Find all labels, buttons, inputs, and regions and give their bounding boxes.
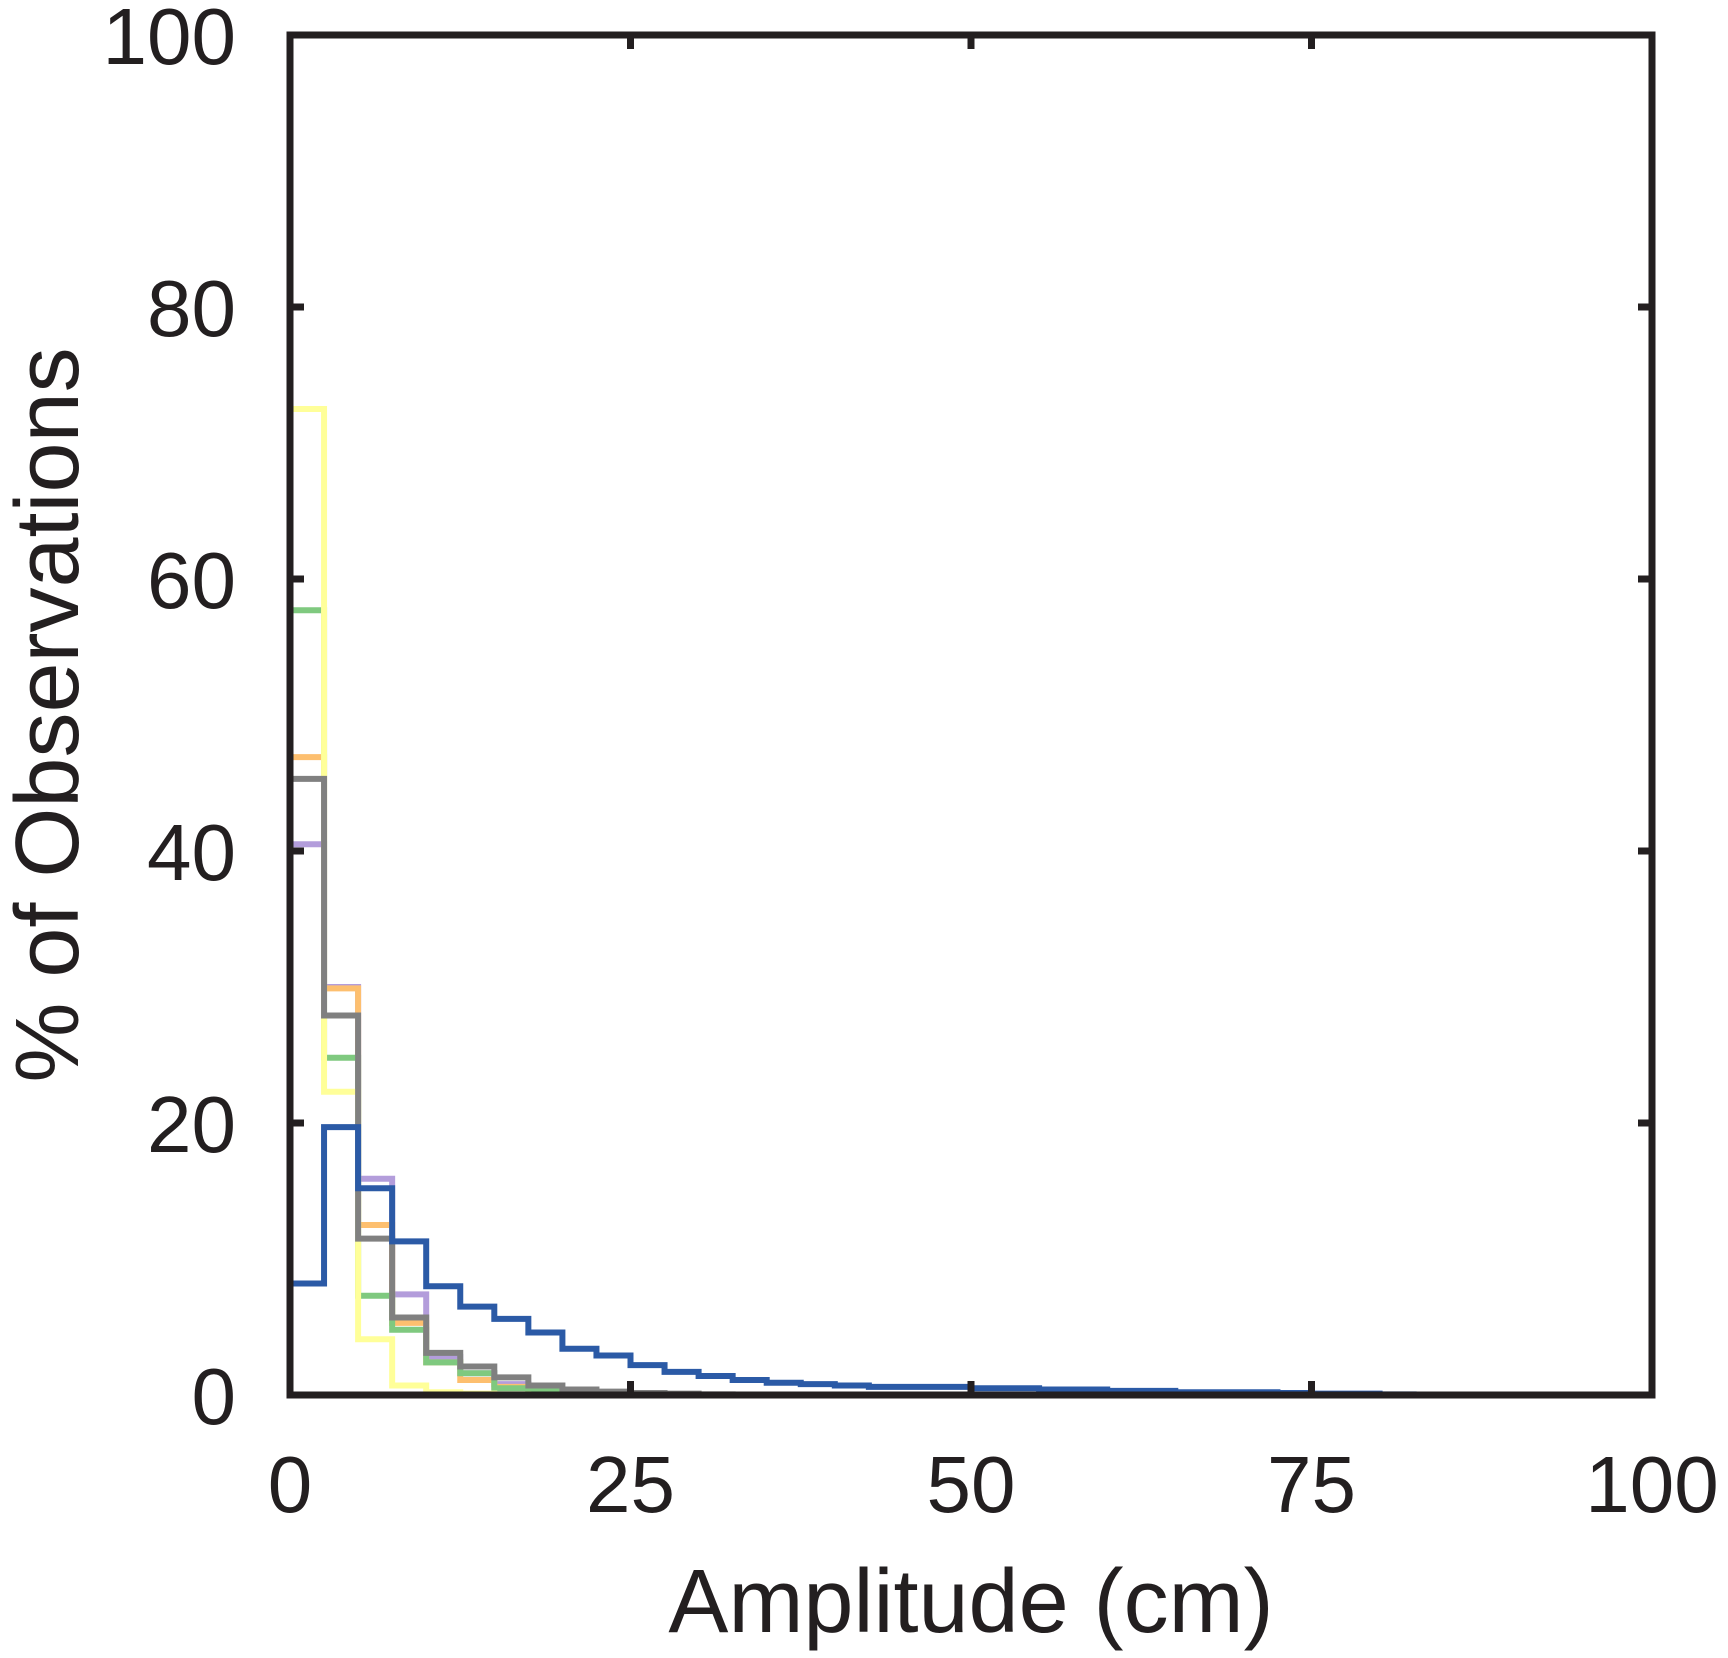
x-axis-label: Amplitude (cm) <box>668 1552 1273 1652</box>
y-tick-label: 0 <box>192 1352 237 1441</box>
series-3-line <box>287 607 665 1398</box>
y-tick-label: 40 <box>147 808 236 897</box>
y-tick-label: 100 <box>103 0 236 81</box>
x-tick-label: 100 <box>1585 1440 1718 1529</box>
series-5-line <box>287 775 767 1398</box>
y-tick-label: 60 <box>147 536 236 625</box>
y-axis-label: % of Observations <box>0 347 98 1082</box>
ticks-layer <box>286 31 1656 1399</box>
x-tick-label: 50 <box>927 1440 1016 1529</box>
plot-frame <box>286 31 1656 1399</box>
tick-labels: 0 25 50 75 100 0 20 40 60 80 100 <box>103 0 1719 1529</box>
series-2-line <box>287 754 699 1398</box>
x-tick-label: 0 <box>268 1440 313 1529</box>
series-6-line <box>287 1124 1448 1398</box>
x-tick-label: 75 <box>1267 1440 1356 1529</box>
series-layer <box>287 406 1448 1398</box>
y-tick-label: 80 <box>147 264 236 353</box>
x-tick-label: 25 <box>586 1440 675 1529</box>
y-tick-label: 20 <box>147 1080 236 1169</box>
